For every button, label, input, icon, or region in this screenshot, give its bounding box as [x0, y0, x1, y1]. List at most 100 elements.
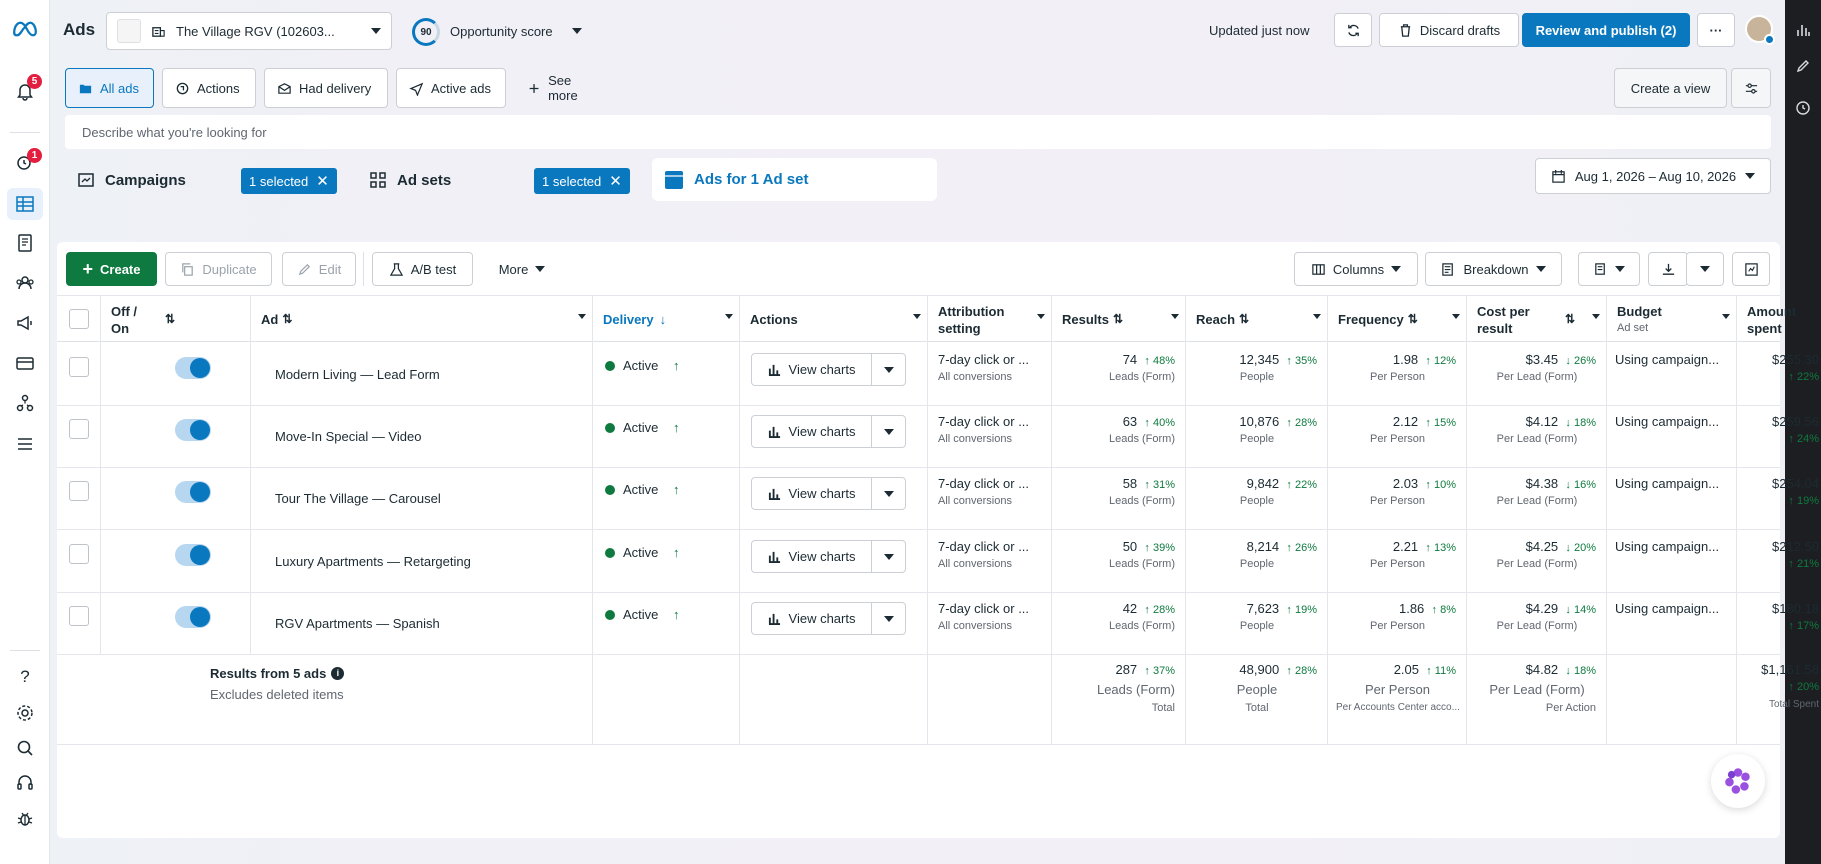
reports-dropdown-button[interactable] — [1578, 252, 1640, 286]
view-charts-dropdown[interactable] — [872, 478, 905, 509]
create-button[interactable]: + Create — [66, 252, 157, 286]
ab-test-button[interactable]: A/B test — [372, 252, 473, 286]
column-header-offon[interactable]: Off / On ⇅ — [101, 296, 251, 343]
column-header-budget[interactable]: Budget Ad set — [1607, 296, 1737, 343]
chevron-down-icon[interactable] — [1452, 314, 1460, 319]
view-settings-button[interactable] — [1731, 68, 1771, 108]
view-charts-button[interactable]: View charts — [751, 540, 906, 573]
row-checkbox[interactable] — [69, 357, 89, 377]
column-header-actions[interactable]: Actions — [740, 296, 928, 343]
opportunity-score-label[interactable]: Opportunity score — [450, 24, 553, 39]
chevron-down-icon[interactable] — [1037, 314, 1045, 319]
column-header-reach[interactable]: Reach ⇅ — [1186, 296, 1328, 343]
table-row[interactable]: Tour The Village — Carousel Active ↑ Vie… — [57, 467, 1819, 530]
sort-icon[interactable]: ⇅ — [1565, 312, 1576, 326]
tab-see-more[interactable]: See more — [514, 68, 614, 108]
view-charts-main[interactable]: View charts — [752, 603, 872, 634]
opportunity-score-gauge[interactable]: 90 — [412, 18, 440, 46]
table-row[interactable]: Luxury Apartments — Retargeting Active ↑… — [57, 530, 1819, 593]
view-charts-button[interactable]: View charts — [751, 602, 906, 635]
discard-drafts-button[interactable]: Discard drafts — [1379, 13, 1519, 47]
chevron-down-icon[interactable] — [725, 314, 733, 319]
search-icon[interactable] — [12, 735, 38, 761]
column-header-amount-spent[interactable]: Amount spent — [1747, 303, 1797, 336]
row-checkbox[interactable] — [69, 419, 89, 439]
sort-icon[interactable]: ⇅ — [1112, 312, 1124, 326]
chevron-down-icon[interactable] — [1592, 314, 1600, 319]
table-row[interactable]: Move-In Special — Video Active ↑ View ch… — [57, 405, 1819, 468]
columns-button[interactable]: Columns — [1294, 252, 1418, 286]
ad-name[interactable]: RGV Apartments — Spanish — [275, 616, 440, 631]
chevron-down-icon[interactable] — [913, 314, 921, 319]
column-header-frequency[interactable]: Frequency ⇅ — [1328, 296, 1467, 343]
sort-icon[interactable]: ⇅ — [1407, 312, 1418, 326]
reports-icon[interactable] — [12, 230, 38, 256]
tab-actions[interactable]: Actions — [162, 68, 256, 108]
meta-logo-icon[interactable] — [10, 16, 40, 42]
chevron-down-icon[interactable] — [1313, 314, 1321, 319]
alert-icon[interactable] — [12, 149, 38, 175]
sort-icon[interactable]: ⇅ — [282, 312, 293, 326]
ad-on-off-toggle[interactable] — [175, 606, 211, 628]
level-campaigns[interactable]: Campaigns — [77, 171, 186, 189]
adsets-selected-pill[interactable]: 1 selected ✕ — [534, 168, 630, 194]
create-view-button[interactable]: Create a view — [1614, 68, 1727, 108]
ad-on-off-toggle[interactable] — [175, 419, 211, 441]
chevron-down-icon[interactable] — [1171, 314, 1179, 319]
tab-active-ads[interactable]: Active ads — [396, 68, 506, 108]
bug-report-icon[interactable] — [12, 806, 38, 832]
column-header-ad[interactable]: Ad ⇅ — [251, 296, 593, 343]
ad-on-off-toggle[interactable] — [175, 357, 211, 379]
ad-on-off-toggle[interactable] — [175, 544, 211, 566]
sort-icon[interactable]: ⇅ — [1239, 312, 1250, 326]
view-charts-dropdown[interactable] — [872, 541, 905, 572]
ad-name[interactable]: Modern Living — Lead Form — [275, 367, 440, 382]
ad-name[interactable]: Move-In Special — Video — [275, 429, 422, 444]
view-charts-main[interactable]: View charts — [752, 416, 872, 447]
ai-assistant-button[interactable] — [1711, 754, 1765, 808]
level-ads[interactable]: Ads for 1 Ad set — [652, 158, 937, 201]
row-checkbox[interactable] — [69, 544, 89, 564]
support-headset-icon[interactable] — [12, 770, 38, 796]
settings-gear-icon[interactable] — [12, 700, 38, 726]
tab-had-delivery[interactable]: Had delivery — [264, 68, 388, 108]
campaigns-selected-pill[interactable]: 1 selected ✕ — [241, 168, 337, 194]
view-charts-button[interactable]: View charts — [751, 415, 906, 448]
view-charts-main[interactable]: View charts — [752, 478, 872, 509]
review-publish-button[interactable]: Review and publish (2) — [1522, 13, 1690, 47]
sort-icon[interactable]: ⇅ — [165, 312, 176, 326]
more-actions-button[interactable]: More — [487, 252, 557, 286]
breakdown-button[interactable]: Breakdown — [1425, 252, 1562, 286]
clock-icon[interactable] — [1793, 98, 1813, 118]
export-dropdown-button[interactable] — [1686, 252, 1724, 286]
column-header-results[interactable]: Results ⇅ — [1052, 296, 1186, 343]
chevron-down-icon[interactable] — [572, 28, 582, 34]
ad-name-cell[interactable]: Luxury Apartments — Retargeting — [251, 530, 593, 593]
close-icon[interactable]: ✕ — [609, 173, 622, 190]
audiences-icon[interactable] — [12, 270, 38, 296]
row-checkbox[interactable] — [69, 606, 89, 626]
close-icon[interactable]: ✕ — [316, 173, 329, 190]
ad-on-off-toggle[interactable] — [175, 481, 211, 503]
ad-name-cell[interactable]: Modern Living — Lead Form — [251, 343, 593, 406]
pencil-icon[interactable] — [1793, 56, 1813, 76]
search-input[interactable]: Describe what you're looking for — [65, 115, 1771, 149]
all-tools-menu-icon[interactable] — [12, 431, 38, 457]
billing-card-icon[interactable] — [12, 350, 38, 376]
ad-name-cell[interactable]: Tour The Village — Carousel — [251, 467, 593, 530]
level-ad-sets[interactable]: Ad sets — [369, 171, 451, 189]
export-button[interactable] — [1648, 252, 1688, 286]
info-icon[interactable]: i — [331, 667, 345, 680]
table-row[interactable]: Modern Living — Lead Form Active ↑ View … — [57, 343, 1819, 406]
column-header-delivery[interactable]: Delivery ↓ — [593, 296, 740, 343]
ad-name[interactable]: Tour The Village — Carousel — [275, 491, 441, 506]
view-charts-main[interactable]: View charts — [752, 354, 872, 385]
help-icon[interactable]: ? — [20, 667, 30, 686]
more-options-button[interactable]: ··· — [1697, 13, 1735, 47]
refresh-button[interactable] — [1334, 13, 1372, 47]
date-range-picker[interactable]: Aug 1, 2026 – Aug 10, 2026 — [1535, 158, 1771, 194]
edit-button[interactable]: Edit — [282, 252, 356, 286]
view-charts-dropdown[interactable] — [872, 603, 905, 634]
tab-all-ads[interactable]: All ads — [65, 68, 154, 108]
row-checkbox[interactable] — [69, 481, 89, 501]
